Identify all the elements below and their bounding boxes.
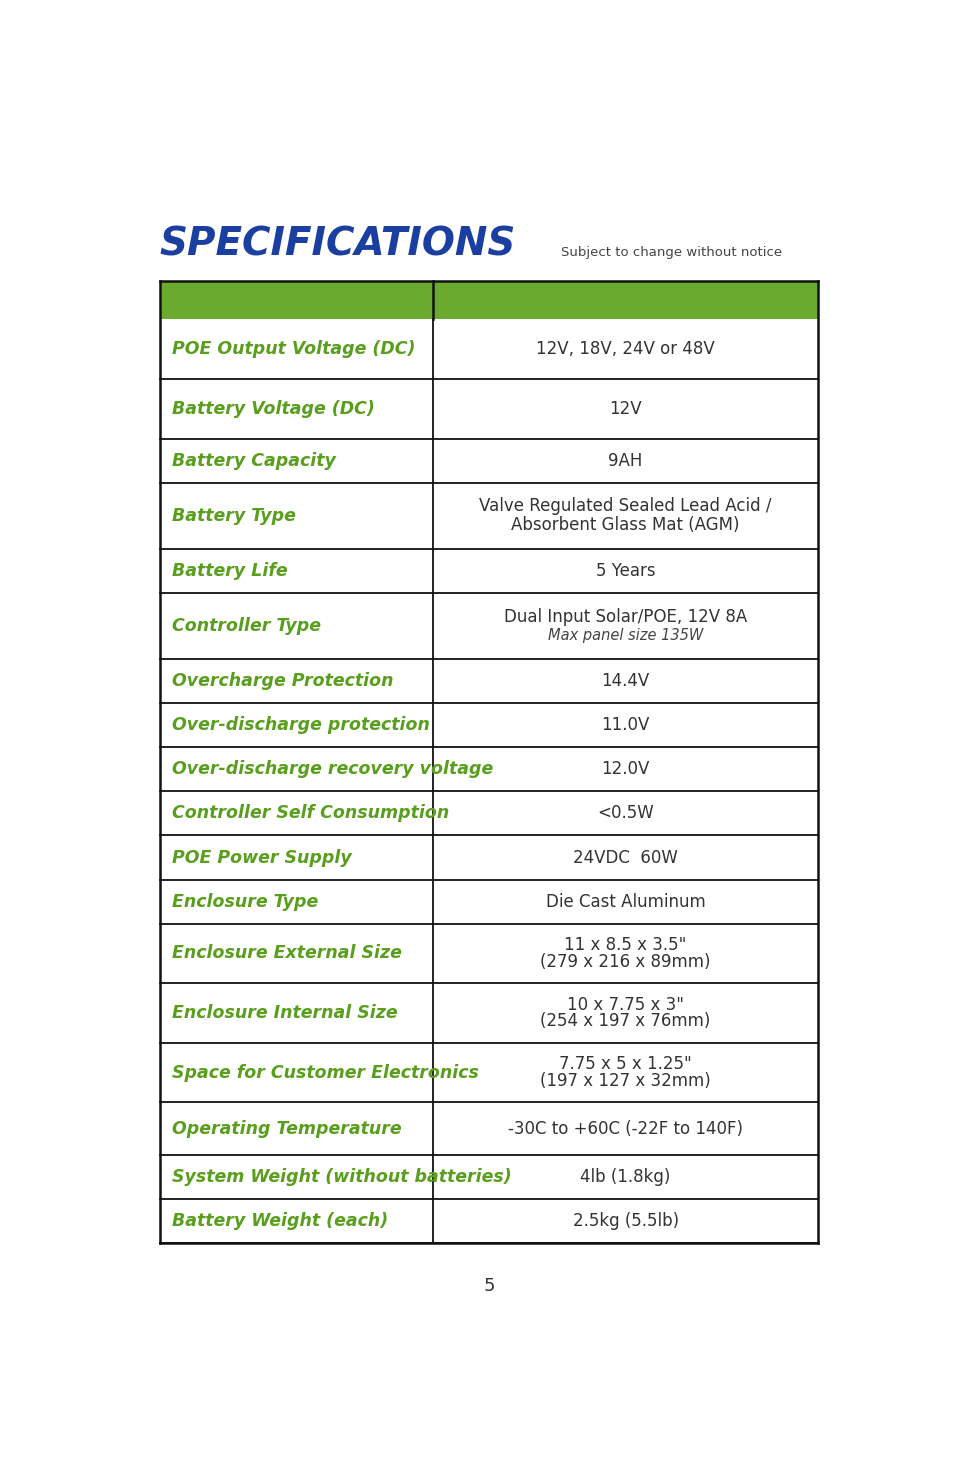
Text: Enclosure Type: Enclosure Type (172, 892, 318, 910)
Text: 11 x 8.5 x 3.5": 11 x 8.5 x 3.5" (564, 937, 686, 954)
Bar (159, 482, 818, 549)
Text: Over-discharge protection: Over-discharge protection (172, 717, 430, 735)
Text: Battery Life: Battery Life (172, 562, 287, 580)
Bar (159, 984, 818, 1043)
Bar (159, 280, 818, 320)
Text: (197 x 127 x 32mm): (197 x 127 x 32mm) (539, 1072, 710, 1090)
Text: Battery Type: Battery Type (172, 507, 295, 525)
Bar (159, 879, 818, 923)
Text: 7.75 x 5 x 1.25": 7.75 x 5 x 1.25" (558, 1055, 691, 1074)
Text: 12V: 12V (609, 400, 641, 417)
Text: (279 x 216 x 89mm): (279 x 216 x 89mm) (539, 953, 710, 971)
Text: Valve Regulated Sealed Lead Acid /: Valve Regulated Sealed Lead Acid / (478, 497, 771, 515)
Text: Overcharge Protection: Overcharge Protection (172, 673, 393, 690)
Text: Max panel size 135W: Max panel size 135W (547, 628, 702, 643)
Bar (159, 1043, 818, 1102)
Bar (159, 659, 818, 704)
Bar (159, 1199, 818, 1243)
Text: 9AH: 9AH (608, 451, 642, 469)
Text: Controller Type: Controller Type (172, 617, 320, 634)
Text: Battery Weight (each): Battery Weight (each) (172, 1212, 388, 1230)
Bar (159, 835, 818, 879)
Text: 24VDC  60W: 24VDC 60W (573, 848, 678, 866)
Text: Space for Customer Electronics: Space for Customer Electronics (172, 1063, 478, 1081)
Text: 4lb (1.8kg): 4lb (1.8kg) (579, 1168, 670, 1186)
Text: Absorbent Glass Mat (AGM): Absorbent Glass Mat (AGM) (511, 516, 740, 534)
Text: 11.0V: 11.0V (600, 717, 649, 735)
Text: Dual Input Solar/POE, 12V 8A: Dual Input Solar/POE, 12V 8A (503, 608, 746, 625)
Text: Over-discharge recovery voltage: Over-discharge recovery voltage (172, 760, 493, 779)
Text: System Weight (without batteries): System Weight (without batteries) (172, 1168, 511, 1186)
Bar (159, 704, 818, 748)
Text: -30C to +60C (-22F to 140F): -30C to +60C (-22F to 140F) (508, 1120, 742, 1137)
Text: 5 Years: 5 Years (596, 562, 655, 580)
Text: Die Cast Aluminum: Die Cast Aluminum (545, 892, 705, 910)
Bar (159, 748, 818, 792)
Bar (159, 379, 818, 438)
Text: Battery Voltage (DC): Battery Voltage (DC) (172, 400, 375, 417)
Text: Battery Capacity: Battery Capacity (172, 451, 335, 469)
Text: <0.5W: <0.5W (597, 804, 654, 823)
Text: 2.5kg (5.5lb): 2.5kg (5.5lb) (572, 1212, 678, 1230)
Bar (159, 320, 818, 379)
Text: 12.0V: 12.0V (600, 760, 649, 779)
Text: 14.4V: 14.4V (600, 673, 649, 690)
Text: POE Power Supply: POE Power Supply (172, 848, 352, 866)
Bar (159, 792, 818, 835)
Bar (159, 549, 818, 593)
Bar (159, 923, 818, 984)
Text: (254 x 197 x 76mm): (254 x 197 x 76mm) (539, 1012, 710, 1031)
Bar (159, 1155, 818, 1199)
Text: Enclosure Internal Size: Enclosure Internal Size (172, 1004, 397, 1022)
Text: Controller Self Consumption: Controller Self Consumption (172, 804, 449, 823)
Bar (159, 1102, 818, 1155)
Text: Enclosure External Size: Enclosure External Size (172, 944, 401, 963)
Text: 10 x 7.75 x 3": 10 x 7.75 x 3" (566, 996, 683, 1013)
Text: 5: 5 (482, 1277, 495, 1295)
Text: SPECIFICATIONS: SPECIFICATIONS (159, 226, 516, 264)
Text: 12V, 18V, 24V or 48V: 12V, 18V, 24V or 48V (536, 341, 714, 358)
Text: POE Output Voltage (DC): POE Output Voltage (DC) (172, 341, 415, 358)
Bar (159, 438, 818, 482)
Text: Subject to change without notice: Subject to change without notice (560, 246, 781, 260)
Bar (159, 593, 818, 659)
Text: Operating Temperature: Operating Temperature (172, 1120, 401, 1137)
